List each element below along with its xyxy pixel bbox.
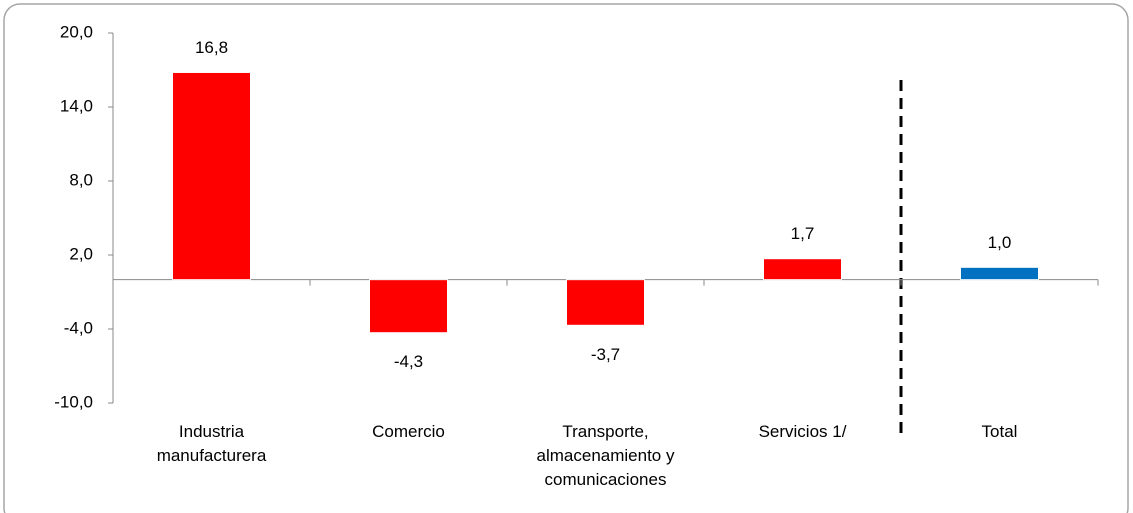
y-tick-label: -10,0 bbox=[54, 392, 93, 411]
x-tick-label: Total bbox=[981, 422, 1018, 441]
x-tick-label: Comercio bbox=[372, 422, 445, 441]
value-label: 1,0 bbox=[988, 233, 1012, 252]
chart-border bbox=[3, 3, 1129, 513]
x-tick-label: Industria manufacturera bbox=[156, 422, 267, 465]
y-tick-label: 14,0 bbox=[60, 96, 93, 115]
y-tick-label: -4,0 bbox=[64, 318, 93, 337]
value-label: 1,7 bbox=[791, 224, 815, 243]
bar bbox=[369, 279, 448, 334]
y-tick-label: 2,0 bbox=[69, 244, 93, 263]
value-label: 16,8 bbox=[195, 38, 228, 57]
bar bbox=[172, 71, 251, 281]
bar bbox=[960, 266, 1039, 281]
value-label: -3,7 bbox=[591, 345, 620, 364]
y-tick-label: 8,0 bbox=[69, 170, 93, 189]
x-tick-label: Transporte, almacenamiento y comunicacio… bbox=[536, 422, 675, 489]
bar bbox=[763, 258, 842, 281]
x-tick-label: Servicios 1/ bbox=[758, 422, 847, 441]
y-tick-label: 20,0 bbox=[60, 22, 93, 41]
bar bbox=[566, 279, 645, 326]
value-label: -4,3 bbox=[394, 352, 423, 371]
